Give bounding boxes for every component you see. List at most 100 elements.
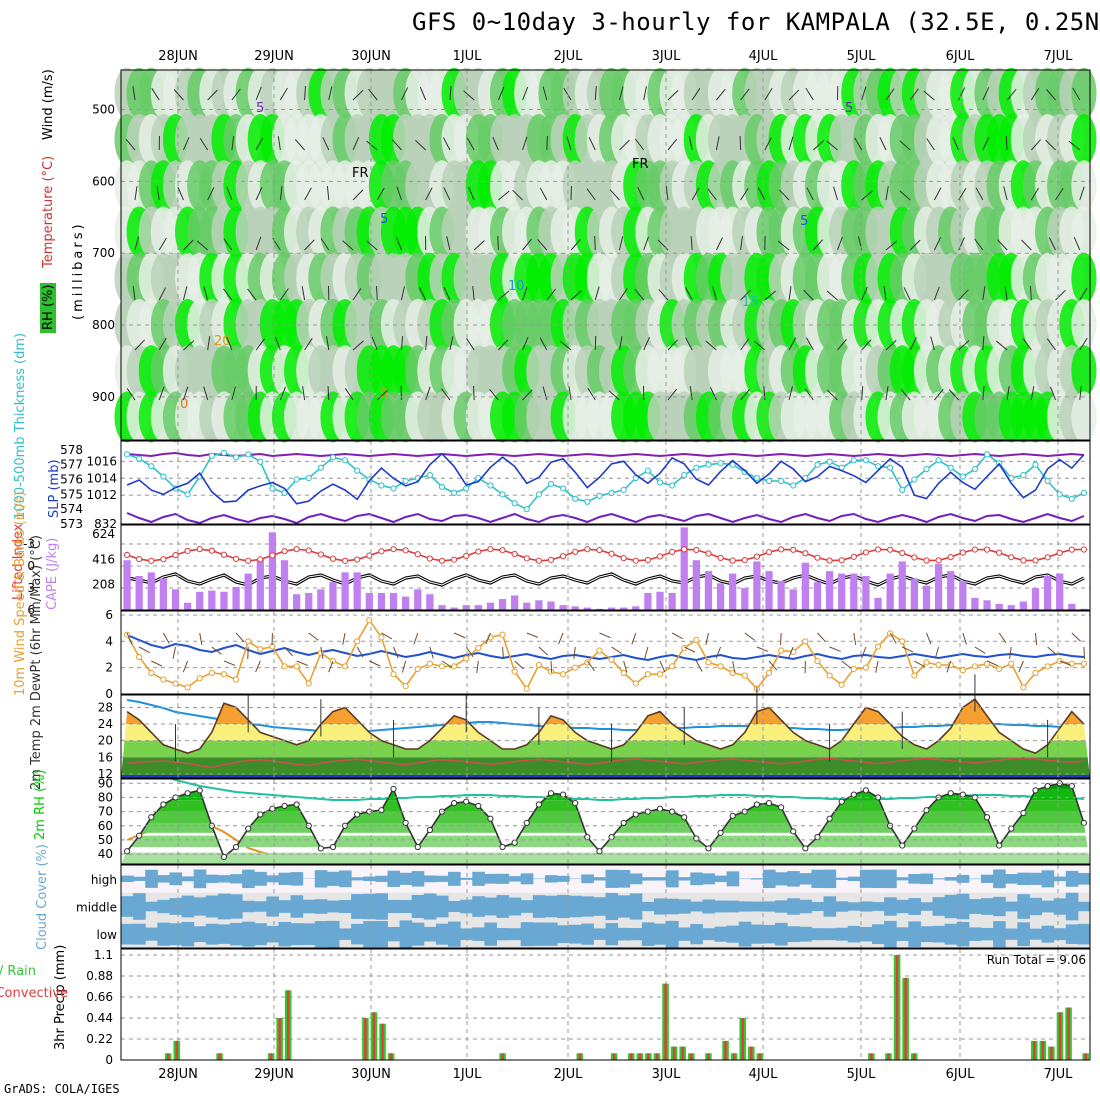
panel-frame [120,864,1091,949]
wind-barb [1004,286,1008,301]
lifted-index-line-point [390,546,397,553]
rh2m-line-point [753,801,761,808]
wind10-barb [255,660,261,673]
wind10-barb [644,646,649,659]
cloud-bar [884,920,897,948]
date-label-bottom: 2JUL [554,1067,584,1082]
li-tick: 6 [27,603,35,617]
cape-bar [365,593,373,610]
wind10-barb [1083,646,1085,660]
rh2m-line-point [535,801,542,808]
rh2m-line-point [717,829,724,836]
wind-barb [826,140,838,151]
rh2m-line-point [426,826,433,834]
wind10-barb [756,646,769,652]
precip-conv-bar [218,1053,221,1060]
cloud-bar [496,895,510,918]
panel-bg-wind [121,611,1090,694]
wind-barb [207,187,215,201]
thickness-line-point [378,482,385,489]
date-label-top: 5JUL [847,49,877,64]
wind-barb [586,188,596,201]
wind-speed-line-point [850,665,857,673]
wind-barb [739,135,742,151]
wind-barb [688,136,693,151]
wind-barb [594,86,597,101]
lifted-index-line-point [1068,546,1075,553]
wind-barb [400,286,405,301]
thickness-line-point [874,463,882,470]
cloud-bar [871,902,885,911]
temp-band [121,757,1090,778]
rh2m-line-point [959,791,966,798]
cloud-bar [968,899,982,914]
wind-barb [255,236,262,251]
wind10-barb [199,632,203,645]
cloud-bar [266,896,279,917]
thickness-line-point [1020,471,1027,479]
lifted-index-line-point [608,550,615,557]
wind-barb [885,240,898,251]
wind-barb [909,88,919,101]
wind-speed-line-point [741,672,748,679]
cloud-axis-label: Cloud Cover (%) [35,844,50,950]
y-tick: 0 [105,687,113,701]
contour-label: 5 [380,212,388,227]
precip-conv-bar [655,1053,659,1060]
wind-barb [368,88,378,101]
lifted-index-line-point [354,556,361,563]
rh2m-line-point [632,811,639,818]
rh2m-line-point [620,819,627,827]
rh2m-line-point [511,839,518,846]
precip-conv-bar [724,1040,727,1060]
cloud-bar [775,922,788,946]
cloud-bar [423,926,437,942]
precip-conv-bar [638,1053,642,1060]
lifted-index-line-point [632,557,639,564]
cape-bar [910,578,919,610]
rh2m-line-point [572,799,579,807]
rh2m-line-point [317,845,324,852]
cloud-bar [544,895,558,918]
wind-barb [279,288,289,301]
wind-barb [255,86,262,101]
panel-frame [120,69,1091,441]
rh2m-line-point [354,811,361,818]
date-label-top: 30JUN [351,49,391,64]
lifted-index-line-point [644,556,651,564]
t2m-axis-label: 2m Temp 2m DewPt (6hr Min/Max) (°C) [29,535,44,790]
cloud-bar [835,927,849,941]
wind-speed-line-point [245,638,252,645]
lifted-index-line-point [269,552,276,559]
wind-barb [425,386,431,401]
wind-barb [619,336,623,351]
precip-conv-bar [707,1053,710,1060]
wind-barb [933,187,942,201]
cape-bar [644,593,652,610]
cloud-layer-label: high [91,873,117,887]
precip-conv-bar [887,1053,890,1060]
cape-bar [595,608,604,610]
y-tick: 6 [105,608,113,622]
rh2m-line-point [148,814,155,821]
slp-tick: 832 [94,517,117,531]
rh2m-line-point [923,807,930,814]
wind-barb [231,136,235,151]
precip-axis-label: 3hr Precip (mm) [53,945,68,1050]
wind-speed-line-point [184,684,191,691]
cape-bar [535,600,543,610]
wind-barb [740,289,751,301]
wind-barb [715,237,723,251]
cape-bar [947,571,955,610]
precip-conv-bar [1050,1046,1053,1060]
slp-line [126,452,1085,505]
y-tick: 0 [105,1053,113,1067]
lifted-index-line-point [778,546,785,553]
wind-barb [226,336,233,351]
thickness-tick: 575 [60,487,83,501]
thickness-line-point [983,451,991,458]
lifted-index-line-point [463,552,470,559]
thickness-line-point [729,461,736,468]
cloud-bar [133,923,146,945]
contour-label: 0 [380,387,388,402]
